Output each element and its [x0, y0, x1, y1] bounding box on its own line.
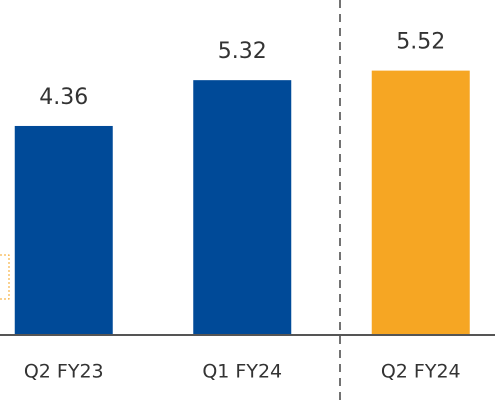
x-tick-label: Q1 FY24 — [202, 361, 282, 383]
legend-fragment — [0, 254, 10, 300]
x-tick-label: Q2 FY23 — [24, 361, 104, 383]
bar — [193, 80, 292, 334]
x-tick-label: Q2 FY24 — [381, 361, 461, 383]
bar — [371, 70, 470, 335]
bar — [14, 125, 113, 334]
value-label: 4.36 — [39, 85, 88, 110]
value-label: 5.52 — [396, 30, 445, 55]
value-label: 5.32 — [218, 39, 267, 64]
